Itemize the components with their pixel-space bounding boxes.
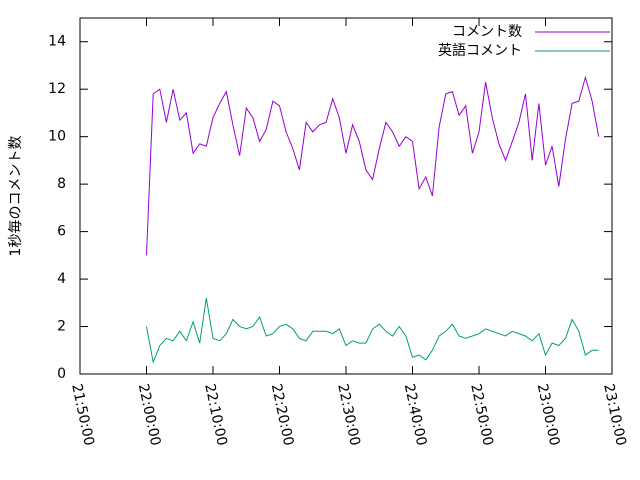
y-tick-label: 6 xyxy=(57,224,66,240)
x-tick-label: 22:10:00 xyxy=(201,382,230,447)
y-tick-label: 2 xyxy=(57,319,66,335)
y-tick-label: 4 xyxy=(57,271,66,287)
x-tick-label: 22:20:00 xyxy=(268,382,297,447)
y-tick-label: 0 xyxy=(57,366,66,382)
y-axis-label: 1秒毎のコメント数 xyxy=(8,136,24,257)
x-tick-label: 22:50:00 xyxy=(467,382,496,447)
x-tick-label: 22:40:00 xyxy=(401,382,430,447)
legend-label: 英語コメント xyxy=(438,42,522,59)
y-tick-label: 12 xyxy=(48,81,66,97)
data-line xyxy=(146,298,599,364)
legend-label: コメント数 xyxy=(452,24,522,40)
y-tick-label: 10 xyxy=(48,129,66,145)
data-line xyxy=(146,75,600,256)
plot-border xyxy=(79,17,613,375)
x-tick-label: 23:10:00 xyxy=(600,382,629,447)
y-tick-label: 14 xyxy=(48,34,66,50)
x-tick-label: 23:00:00 xyxy=(534,382,563,447)
x-tick-label: 21:50:00 xyxy=(68,382,97,447)
y-tick-label: 8 xyxy=(57,176,66,192)
x-tick-label: 22:00:00 xyxy=(135,382,164,447)
x-tick-label: 22:30:00 xyxy=(334,382,363,447)
